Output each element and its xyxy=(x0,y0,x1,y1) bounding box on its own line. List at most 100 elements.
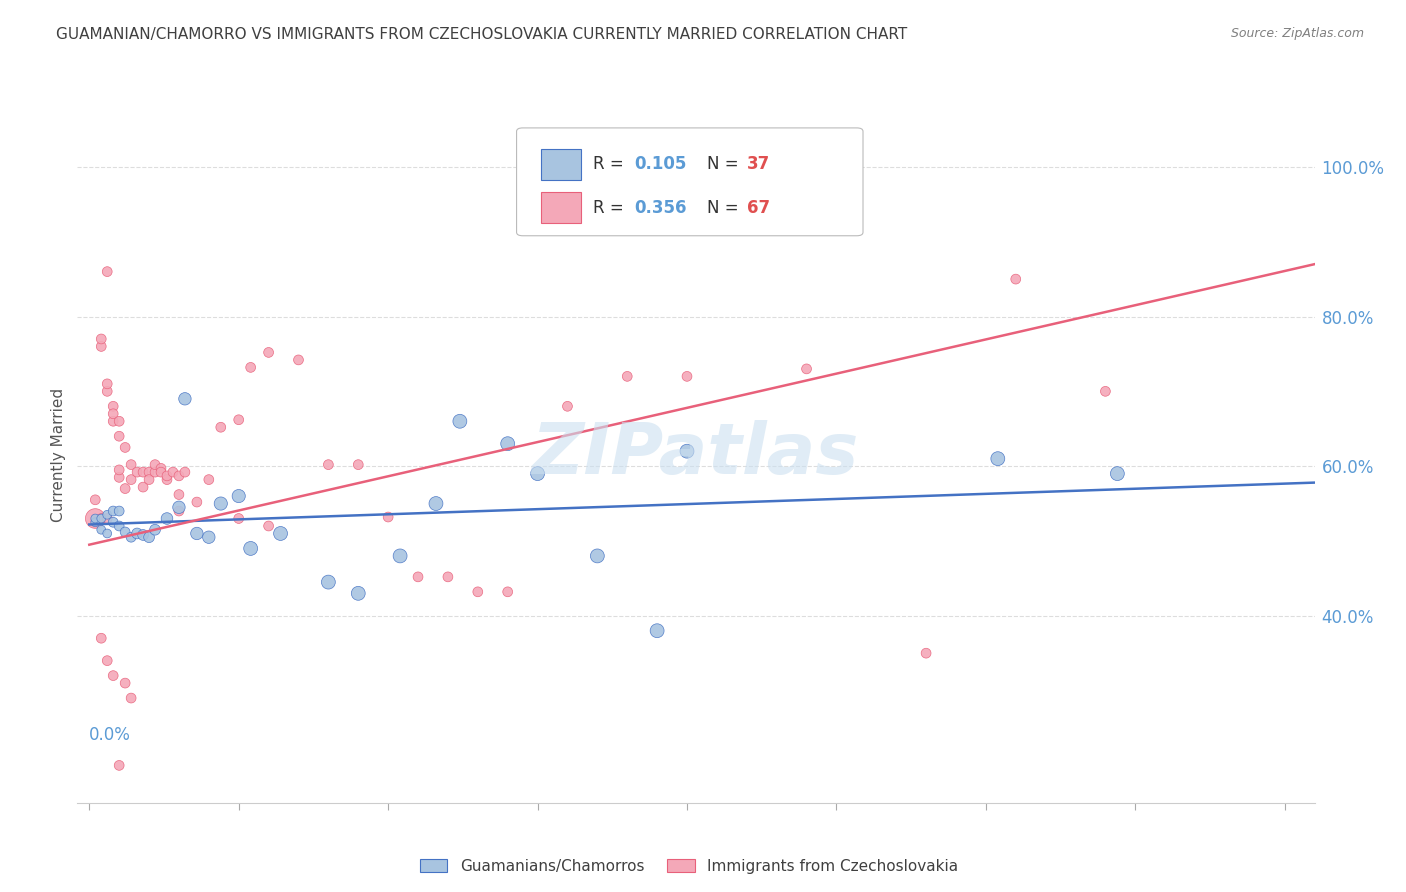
Point xyxy=(138,530,160,544)
Point xyxy=(108,519,131,533)
Point xyxy=(239,360,262,375)
Point xyxy=(84,511,107,525)
Point xyxy=(90,511,112,525)
Point xyxy=(1094,384,1116,399)
Point xyxy=(557,399,579,413)
Point xyxy=(318,575,340,590)
Point xyxy=(143,465,166,479)
Point xyxy=(198,530,221,544)
Point xyxy=(915,646,938,660)
Point xyxy=(127,465,149,479)
Point xyxy=(209,420,232,434)
Point xyxy=(156,473,179,487)
Point xyxy=(377,510,399,524)
Point xyxy=(96,265,118,279)
Point xyxy=(108,504,131,518)
Point xyxy=(257,519,280,533)
Point xyxy=(987,451,1010,466)
Point xyxy=(796,362,818,376)
Text: 67: 67 xyxy=(747,199,770,217)
Point xyxy=(103,515,125,529)
Point xyxy=(108,414,131,428)
Point xyxy=(174,392,197,406)
Text: GUAMANIAN/CHAMORRO VS IMMIGRANTS FROM CZECHOSLOVAKIA CURRENTLY MARRIED CORRELATI: GUAMANIAN/CHAMORRO VS IMMIGRANTS FROM CZ… xyxy=(56,27,907,42)
Point xyxy=(103,504,125,518)
Y-axis label: Currently Married: Currently Married xyxy=(51,388,66,522)
Point xyxy=(84,492,107,507)
Point xyxy=(1107,467,1129,481)
Bar xyxy=(541,192,581,223)
Point xyxy=(120,473,142,487)
Point xyxy=(143,458,166,472)
Point xyxy=(84,515,107,529)
Point xyxy=(162,465,184,479)
Point xyxy=(114,676,136,690)
Point xyxy=(526,467,548,481)
Point xyxy=(120,458,142,472)
Point xyxy=(108,470,131,484)
Point xyxy=(108,429,131,443)
Point xyxy=(347,586,370,600)
Point xyxy=(150,461,173,475)
Point xyxy=(389,549,412,563)
Point xyxy=(96,508,118,522)
Point xyxy=(496,436,519,450)
Point xyxy=(174,465,197,479)
Point xyxy=(84,511,107,525)
Point xyxy=(676,369,699,384)
Point xyxy=(186,526,208,541)
Point xyxy=(156,511,179,525)
Point xyxy=(120,530,142,544)
Point xyxy=(138,465,160,479)
Point xyxy=(108,463,131,477)
Point xyxy=(347,458,370,472)
Point xyxy=(156,468,179,483)
FancyBboxPatch shape xyxy=(516,128,863,235)
Point xyxy=(96,384,118,399)
Point xyxy=(138,473,160,487)
Point xyxy=(239,541,262,556)
Text: R =: R = xyxy=(593,199,630,217)
Point xyxy=(90,523,112,537)
Point xyxy=(616,369,638,384)
Point xyxy=(228,511,250,525)
Point xyxy=(108,758,131,772)
Point xyxy=(257,345,280,359)
Point xyxy=(132,528,155,542)
Point xyxy=(114,524,136,539)
Point xyxy=(167,500,190,515)
Point xyxy=(467,584,489,599)
Point xyxy=(96,526,118,541)
Point xyxy=(186,495,208,509)
Point xyxy=(437,570,460,584)
Text: N =: N = xyxy=(707,155,744,173)
Point xyxy=(90,631,112,645)
Text: 0.0%: 0.0% xyxy=(90,726,131,744)
Point xyxy=(676,444,699,458)
Text: 37: 37 xyxy=(747,155,770,173)
Point xyxy=(96,654,118,668)
Point xyxy=(287,352,309,367)
Text: Source: ZipAtlas.com: Source: ZipAtlas.com xyxy=(1230,27,1364,40)
Text: ZIPatlas: ZIPatlas xyxy=(533,420,859,490)
Point xyxy=(228,489,250,503)
Text: 0.105: 0.105 xyxy=(634,155,686,173)
Point xyxy=(132,480,155,494)
Point xyxy=(167,487,190,501)
Text: N =: N = xyxy=(707,199,744,217)
Point xyxy=(167,468,190,483)
Point xyxy=(132,465,155,479)
Text: R =: R = xyxy=(593,155,630,173)
Point xyxy=(103,414,125,428)
Point xyxy=(645,624,668,638)
Point xyxy=(103,399,125,413)
Point xyxy=(127,526,149,541)
Bar xyxy=(541,149,581,180)
Point xyxy=(84,515,107,529)
Point xyxy=(318,458,340,472)
Point xyxy=(96,511,118,525)
Legend: Guamanians/Chamorros, Immigrants from Czechoslovakia: Guamanians/Chamorros, Immigrants from Cz… xyxy=(413,853,965,880)
Point xyxy=(150,465,173,479)
Point xyxy=(90,511,112,525)
Point xyxy=(167,504,190,518)
